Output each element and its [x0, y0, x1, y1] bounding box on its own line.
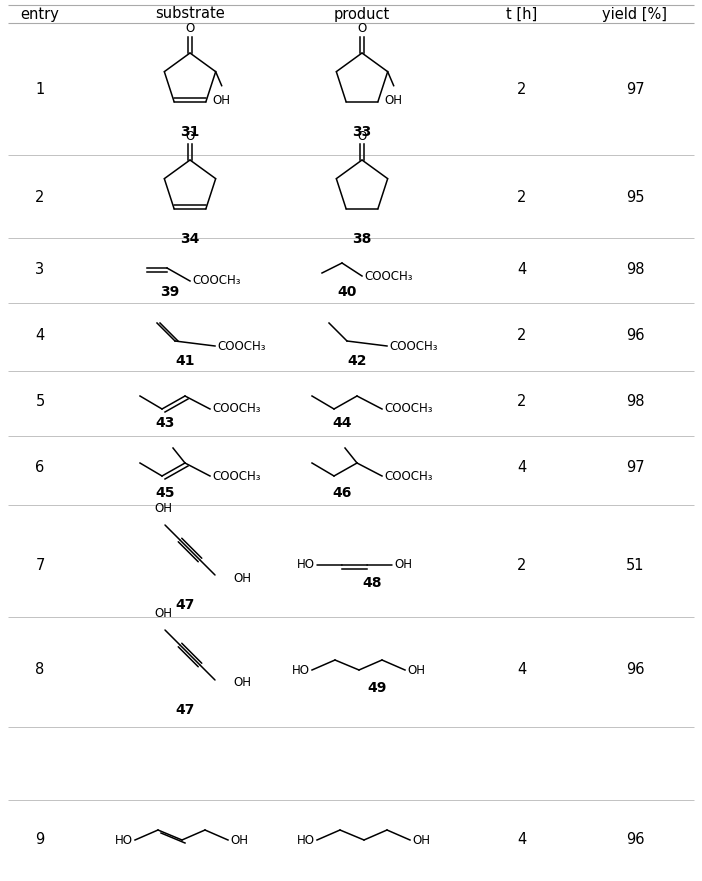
- Text: HO: HO: [292, 663, 310, 677]
- Text: 1: 1: [35, 83, 45, 98]
- Text: 31: 31: [180, 125, 199, 139]
- Text: 4: 4: [35, 329, 45, 344]
- Text: OH: OH: [394, 559, 412, 572]
- Text: 97: 97: [625, 83, 644, 98]
- Text: 9: 9: [35, 833, 45, 848]
- Text: OH: OH: [230, 833, 248, 847]
- Text: 4: 4: [517, 663, 526, 677]
- Text: OH: OH: [233, 572, 251, 584]
- Text: O: O: [357, 130, 366, 143]
- Text: yield [%]: yield [%]: [602, 6, 668, 21]
- Text: OH: OH: [412, 833, 430, 847]
- Text: 97: 97: [625, 461, 644, 476]
- Text: 34: 34: [180, 232, 199, 246]
- Text: O: O: [185, 130, 194, 143]
- Text: 2: 2: [517, 394, 526, 409]
- Text: 7: 7: [35, 558, 45, 573]
- Text: product: product: [334, 6, 390, 21]
- Text: 41: 41: [176, 354, 194, 368]
- Text: t [h]: t [h]: [506, 6, 538, 21]
- Text: COOCH₃: COOCH₃: [212, 403, 260, 416]
- Text: 47: 47: [176, 598, 194, 612]
- Text: 47: 47: [176, 703, 194, 717]
- Text: 38: 38: [352, 232, 371, 246]
- Text: 98: 98: [625, 263, 644, 278]
- Text: 5: 5: [35, 394, 45, 409]
- Text: COOCH₃: COOCH₃: [384, 403, 432, 416]
- Text: 44: 44: [332, 416, 352, 430]
- Text: 46: 46: [332, 486, 352, 500]
- Text: COOCH₃: COOCH₃: [364, 270, 413, 283]
- Text: 2: 2: [517, 558, 526, 573]
- Text: OH: OH: [154, 607, 172, 620]
- Text: 45: 45: [155, 486, 175, 500]
- Text: 96: 96: [625, 663, 644, 677]
- Text: 39: 39: [160, 285, 180, 299]
- Text: 3: 3: [35, 263, 44, 278]
- Text: 6: 6: [35, 461, 45, 476]
- Text: HO: HO: [115, 833, 133, 847]
- Text: OH: OH: [407, 663, 425, 677]
- Text: 4: 4: [517, 833, 526, 848]
- Text: COOCH₃: COOCH₃: [212, 470, 260, 483]
- Text: OH: OH: [154, 502, 172, 515]
- Text: HO: HO: [297, 833, 315, 847]
- Text: 48: 48: [362, 576, 382, 590]
- Text: 4: 4: [517, 263, 526, 278]
- Text: OH: OH: [385, 93, 403, 107]
- Text: 95: 95: [625, 189, 644, 204]
- Text: 96: 96: [625, 329, 644, 344]
- Text: OH: OH: [233, 677, 251, 690]
- Text: 2: 2: [517, 189, 526, 204]
- Text: entry: entry: [20, 6, 60, 21]
- Text: COOCH₃: COOCH₃: [192, 275, 241, 287]
- Text: COOCH₃: COOCH₃: [389, 339, 437, 352]
- Text: substrate: substrate: [155, 6, 225, 21]
- Text: O: O: [185, 23, 194, 35]
- Text: 4: 4: [517, 461, 526, 476]
- Text: 33: 33: [352, 125, 371, 139]
- Text: 96: 96: [625, 833, 644, 848]
- Text: 2: 2: [35, 189, 45, 204]
- Text: COOCH₃: COOCH₃: [384, 470, 432, 483]
- Text: 51: 51: [625, 558, 644, 573]
- Text: 40: 40: [338, 285, 357, 299]
- Text: 98: 98: [625, 394, 644, 409]
- Text: OH: OH: [213, 93, 231, 107]
- Text: O: O: [357, 23, 366, 35]
- Text: 49: 49: [367, 681, 387, 695]
- Text: COOCH₃: COOCH₃: [217, 339, 265, 352]
- Text: 42: 42: [347, 354, 366, 368]
- Text: 43: 43: [155, 416, 175, 430]
- Text: 2: 2: [517, 329, 526, 344]
- Text: 2: 2: [517, 83, 526, 98]
- Text: 8: 8: [35, 663, 45, 677]
- Text: HO: HO: [297, 559, 315, 572]
